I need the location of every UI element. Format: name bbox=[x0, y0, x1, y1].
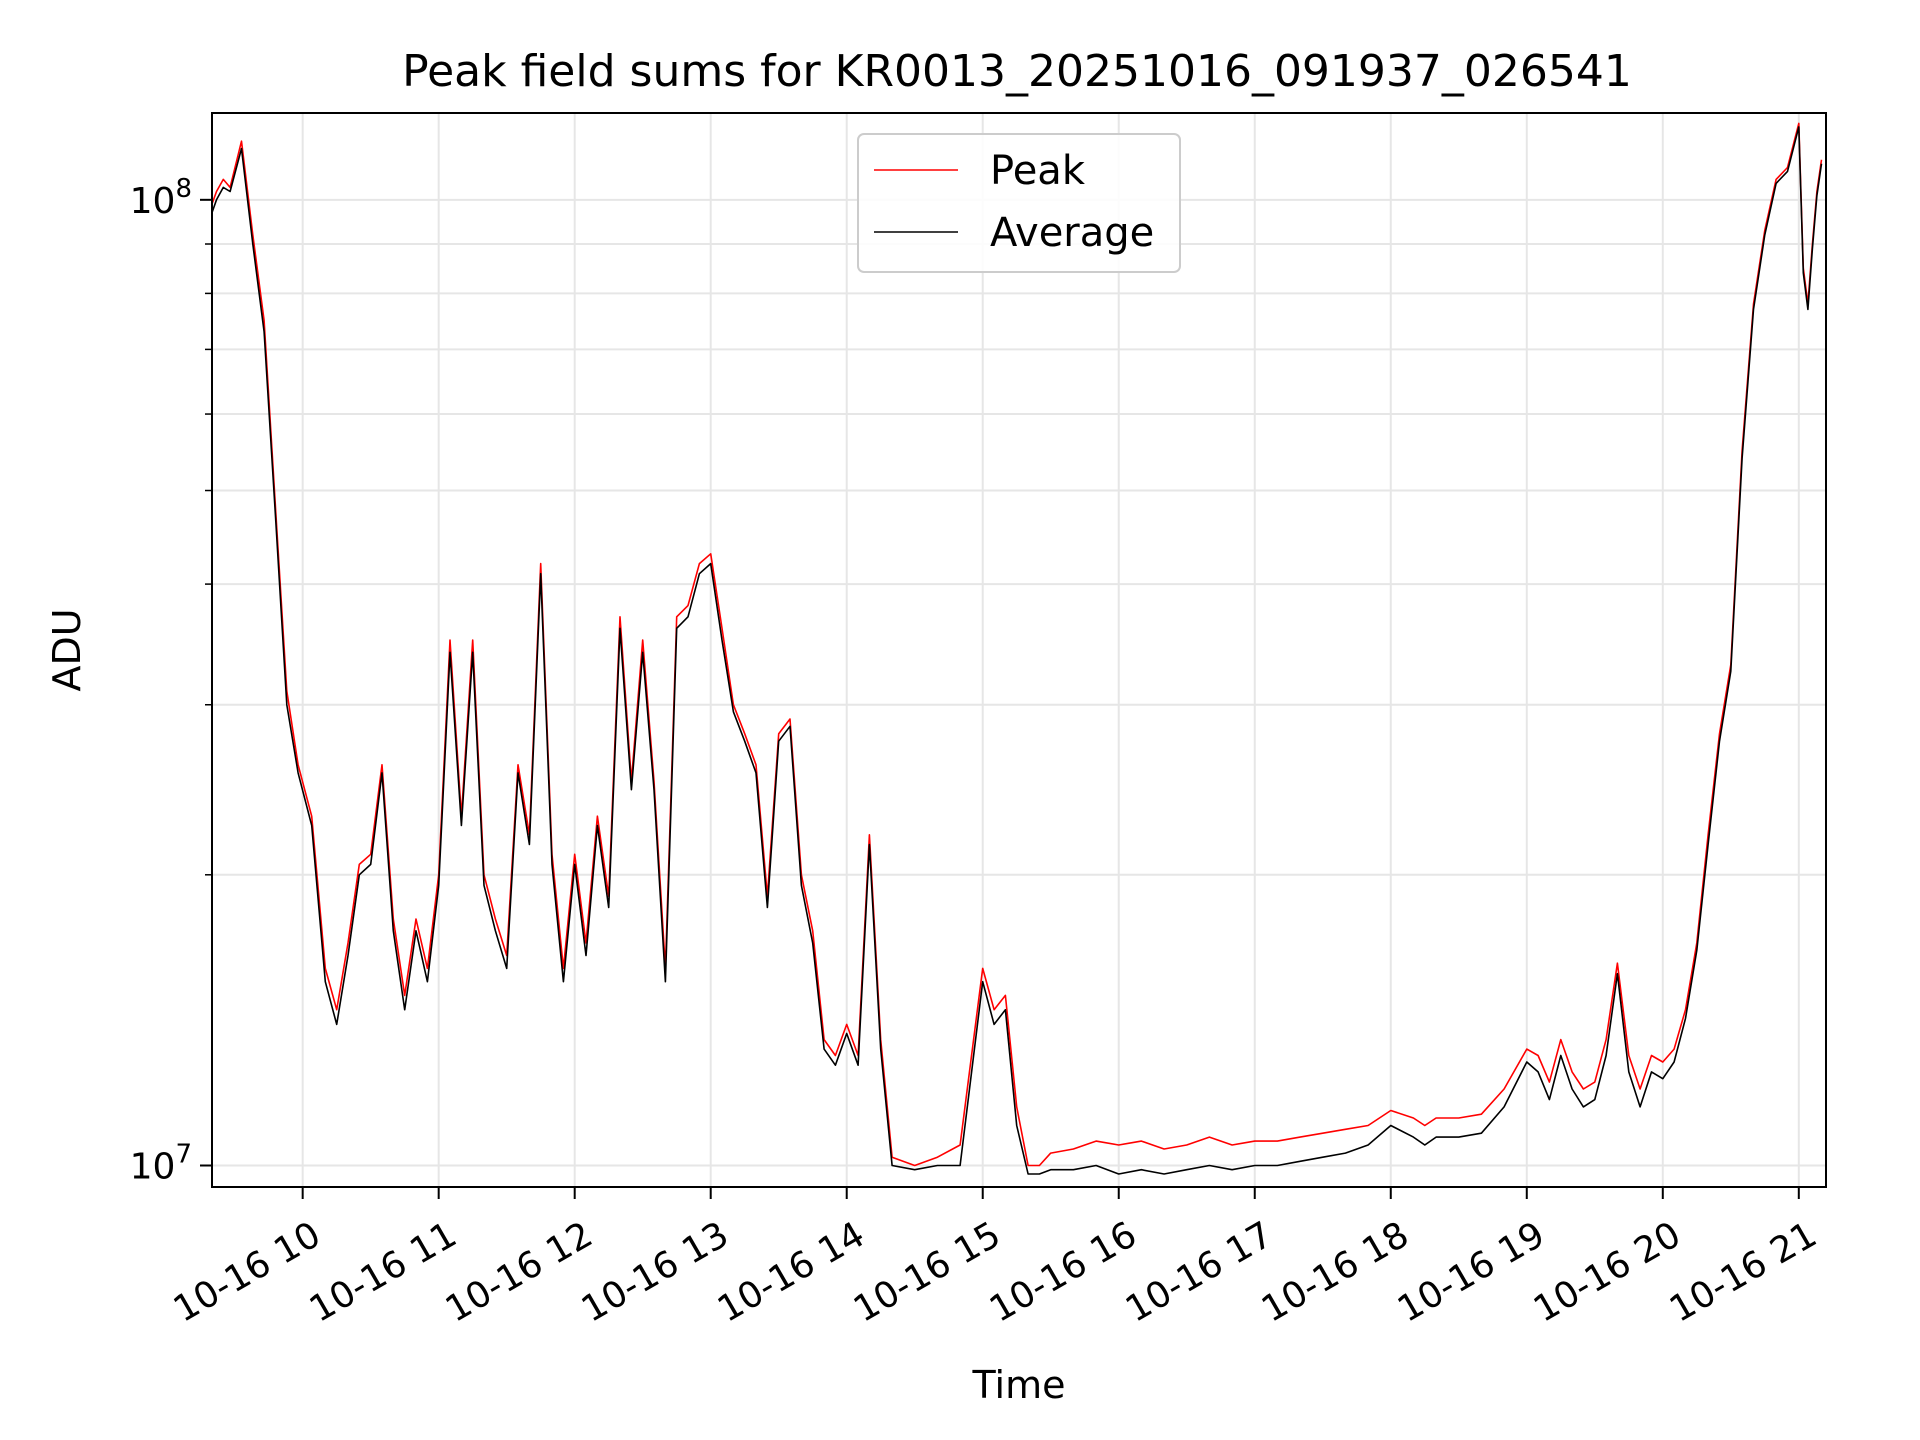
legend-box bbox=[857, 133, 1181, 273]
y-axis-ticks: 107 108 bbox=[130, 174, 212, 1187]
x-axis-label: Time bbox=[972, 1363, 1066, 1407]
legend-label-average: Average bbox=[990, 210, 1154, 256]
y-tick-label: 107 bbox=[130, 1139, 192, 1187]
plot-frame bbox=[211, 112, 1827, 1188]
y-tick-label: 108 bbox=[130, 174, 192, 222]
legend-label-peak: Peak bbox=[990, 148, 1086, 194]
series-line-peak bbox=[211, 122, 1823, 1167]
series-line-average bbox=[211, 126, 1823, 1175]
chart-title: Peak field sums for KR0013_20251016_0919… bbox=[402, 46, 1632, 97]
legend: Peak Average bbox=[857, 133, 1181, 273]
series-layer bbox=[211, 122, 1823, 1175]
y-axis-label: ADU bbox=[45, 608, 89, 691]
